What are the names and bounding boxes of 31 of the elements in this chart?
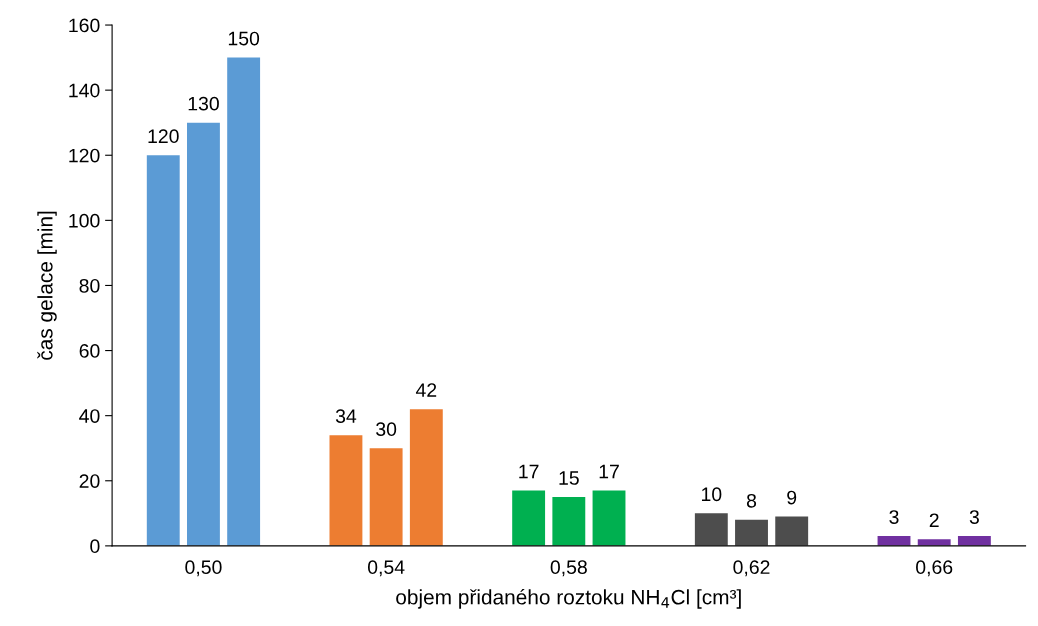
data-label: 150 <box>228 31 260 46</box>
y-tick-label: 0 <box>90 539 100 554</box>
x-tick-label: 0,54 <box>367 560 405 577</box>
x-axis-title: objem přidaného roztoku NH$_{4}$Cl [cm³] <box>396 589 741 609</box>
y-axis-title: čas gelace [min] <box>37 211 57 360</box>
data-label: 120 <box>148 129 179 144</box>
x-tick-label: 0,66 <box>916 560 953 577</box>
data-label: 3 <box>889 510 899 524</box>
data-label: 17 <box>599 464 619 479</box>
y-tick-label: 20 <box>79 474 100 488</box>
x-tick-label: 0,50 <box>185 560 222 577</box>
data-label: 130 <box>188 96 219 111</box>
y-tick-label: 60 <box>79 344 100 358</box>
data-label: 17 <box>519 464 539 479</box>
y-tick-label: 120 <box>69 148 100 163</box>
y-tick-label: 40 <box>79 409 100 423</box>
data-label: 30 <box>376 422 397 437</box>
data-label: 15 <box>559 471 579 485</box>
y-tick-label: 140 <box>69 83 100 98</box>
data-label: 3 <box>969 510 979 524</box>
y-tick-label: 160 <box>69 18 100 33</box>
x-tick-label: 0,62 <box>733 560 770 577</box>
y-tick-label: 80 <box>79 278 100 293</box>
data-label: 9 <box>787 490 797 505</box>
data-label: 34 <box>335 409 357 424</box>
y-tick-label: 100 <box>69 213 100 228</box>
data-label: 8 <box>746 493 757 508</box>
x-tick-label: 0,58 <box>550 560 587 577</box>
data-label: 10 <box>701 487 722 502</box>
data-label: 42 <box>415 383 437 397</box>
data-label: 2 <box>929 513 939 527</box>
